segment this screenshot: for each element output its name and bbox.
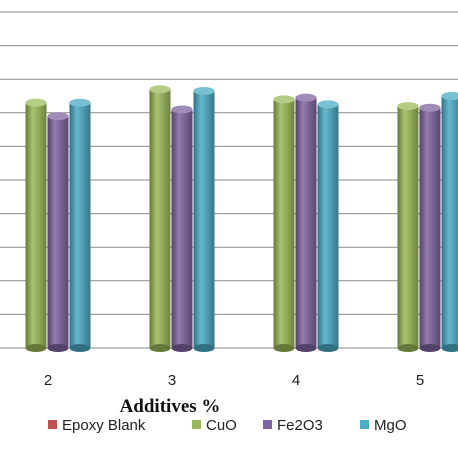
legend-swatch bbox=[360, 420, 369, 429]
bar-cuo-2 bbox=[25, 98, 47, 352]
legend-label: Fe2O3 bbox=[277, 417, 323, 434]
legend-label: Epoxy Blank bbox=[62, 417, 146, 434]
legend-swatch bbox=[263, 420, 272, 429]
bar-cuo-4 bbox=[273, 95, 295, 352]
bar-fe2o3-3 bbox=[171, 105, 193, 352]
bar-cuo-3 bbox=[149, 85, 171, 352]
x-axis-title: Additives % bbox=[120, 396, 221, 417]
bar-mgo-3 bbox=[193, 86, 215, 352]
legend-label: MgO bbox=[374, 417, 407, 434]
bar-cuo-5 bbox=[397, 102, 419, 352]
legend-item: MgO bbox=[360, 417, 407, 434]
x-tick-label: 5 bbox=[416, 372, 424, 389]
legend-item: Epoxy Blank bbox=[48, 417, 146, 434]
bar-fe2o3-4 bbox=[295, 93, 317, 352]
legend-item: Fe2O3 bbox=[263, 417, 323, 434]
bar-mgo-2 bbox=[69, 98, 91, 352]
bar-mgo-4 bbox=[317, 100, 339, 352]
gridlines bbox=[0, 11, 458, 349]
legend-item: CuO bbox=[192, 417, 237, 434]
x-tick-labels: 2 3 4 5 bbox=[44, 372, 424, 389]
bar-fe2o3-5 bbox=[419, 103, 441, 352]
x-tick-label: 4 bbox=[292, 372, 300, 389]
legend-label: CuO bbox=[206, 417, 237, 434]
bars bbox=[25, 85, 458, 352]
legend-swatch bbox=[192, 420, 201, 429]
legend: Epoxy Blank CuO Fe2O3 MgO bbox=[48, 417, 407, 434]
bar-fe2o3-2 bbox=[47, 112, 69, 352]
x-tick-label: 2 bbox=[44, 372, 52, 389]
bar-mgo-5 bbox=[441, 92, 458, 352]
legend-swatch bbox=[48, 420, 57, 429]
x-tick-label: 3 bbox=[168, 372, 176, 389]
